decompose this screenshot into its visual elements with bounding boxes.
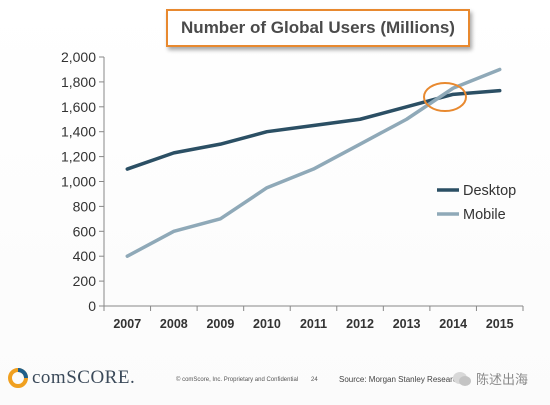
x-tick-label: 2012 (346, 317, 374, 331)
watermark: 陈述出海 (452, 369, 528, 388)
x-tick-label: 2011 (300, 317, 327, 331)
legend-label-desktop: Desktop (463, 183, 516, 199)
title-box: Number of Global Users (Millions) (166, 9, 470, 47)
crossover-highlight-circle (423, 82, 467, 112)
x-tick-label: 2014 (439, 317, 467, 331)
y-tick-label: 1,400 (61, 124, 96, 140)
y-tick-label: 1,800 (61, 74, 96, 90)
watermark-text: 陈述出海 (476, 373, 529, 388)
logo-text: comSCORE. (32, 367, 136, 388)
series-line-desktop (125, 88, 502, 171)
x-tick-label: 2009 (206, 317, 234, 331)
comscore-logo: comSCORE. (8, 366, 135, 390)
y-tick-label: 200 (73, 273, 97, 289)
chat-bubble-icon (453, 371, 471, 386)
page-number: 24 (311, 377, 318, 383)
source-text: Source: Morgan Stanley Research (339, 375, 462, 384)
y-tick-label: 1,600 (61, 99, 96, 115)
x-tick-label: 2010 (253, 317, 281, 331)
y-tick-label: 400 (73, 248, 97, 264)
x-tick-label: 2007 (113, 317, 141, 331)
chart-title: Number of Global Users (Millions) (181, 18, 455, 37)
y-tick-label: 2,000 (61, 49, 96, 65)
legend-label-mobile: Mobile (463, 207, 506, 223)
x-tick-label: 2013 (393, 317, 421, 331)
series-line-mobile (125, 67, 502, 258)
y-tick-label: 800 (73, 198, 97, 214)
x-tick-label: 2008 (160, 317, 188, 331)
x-tick-label: 2015 (486, 317, 514, 331)
y-tick-label: 1,000 (61, 174, 96, 190)
comscore-logo-icon (8, 368, 28, 388)
y-tick-label: 0 (88, 298, 96, 314)
copyright-text: © comScore, Inc. Proprietary and Confide… (176, 377, 299, 383)
y-tick-label: 600 (73, 223, 97, 239)
y-tick-label: 1,200 (61, 149, 96, 165)
